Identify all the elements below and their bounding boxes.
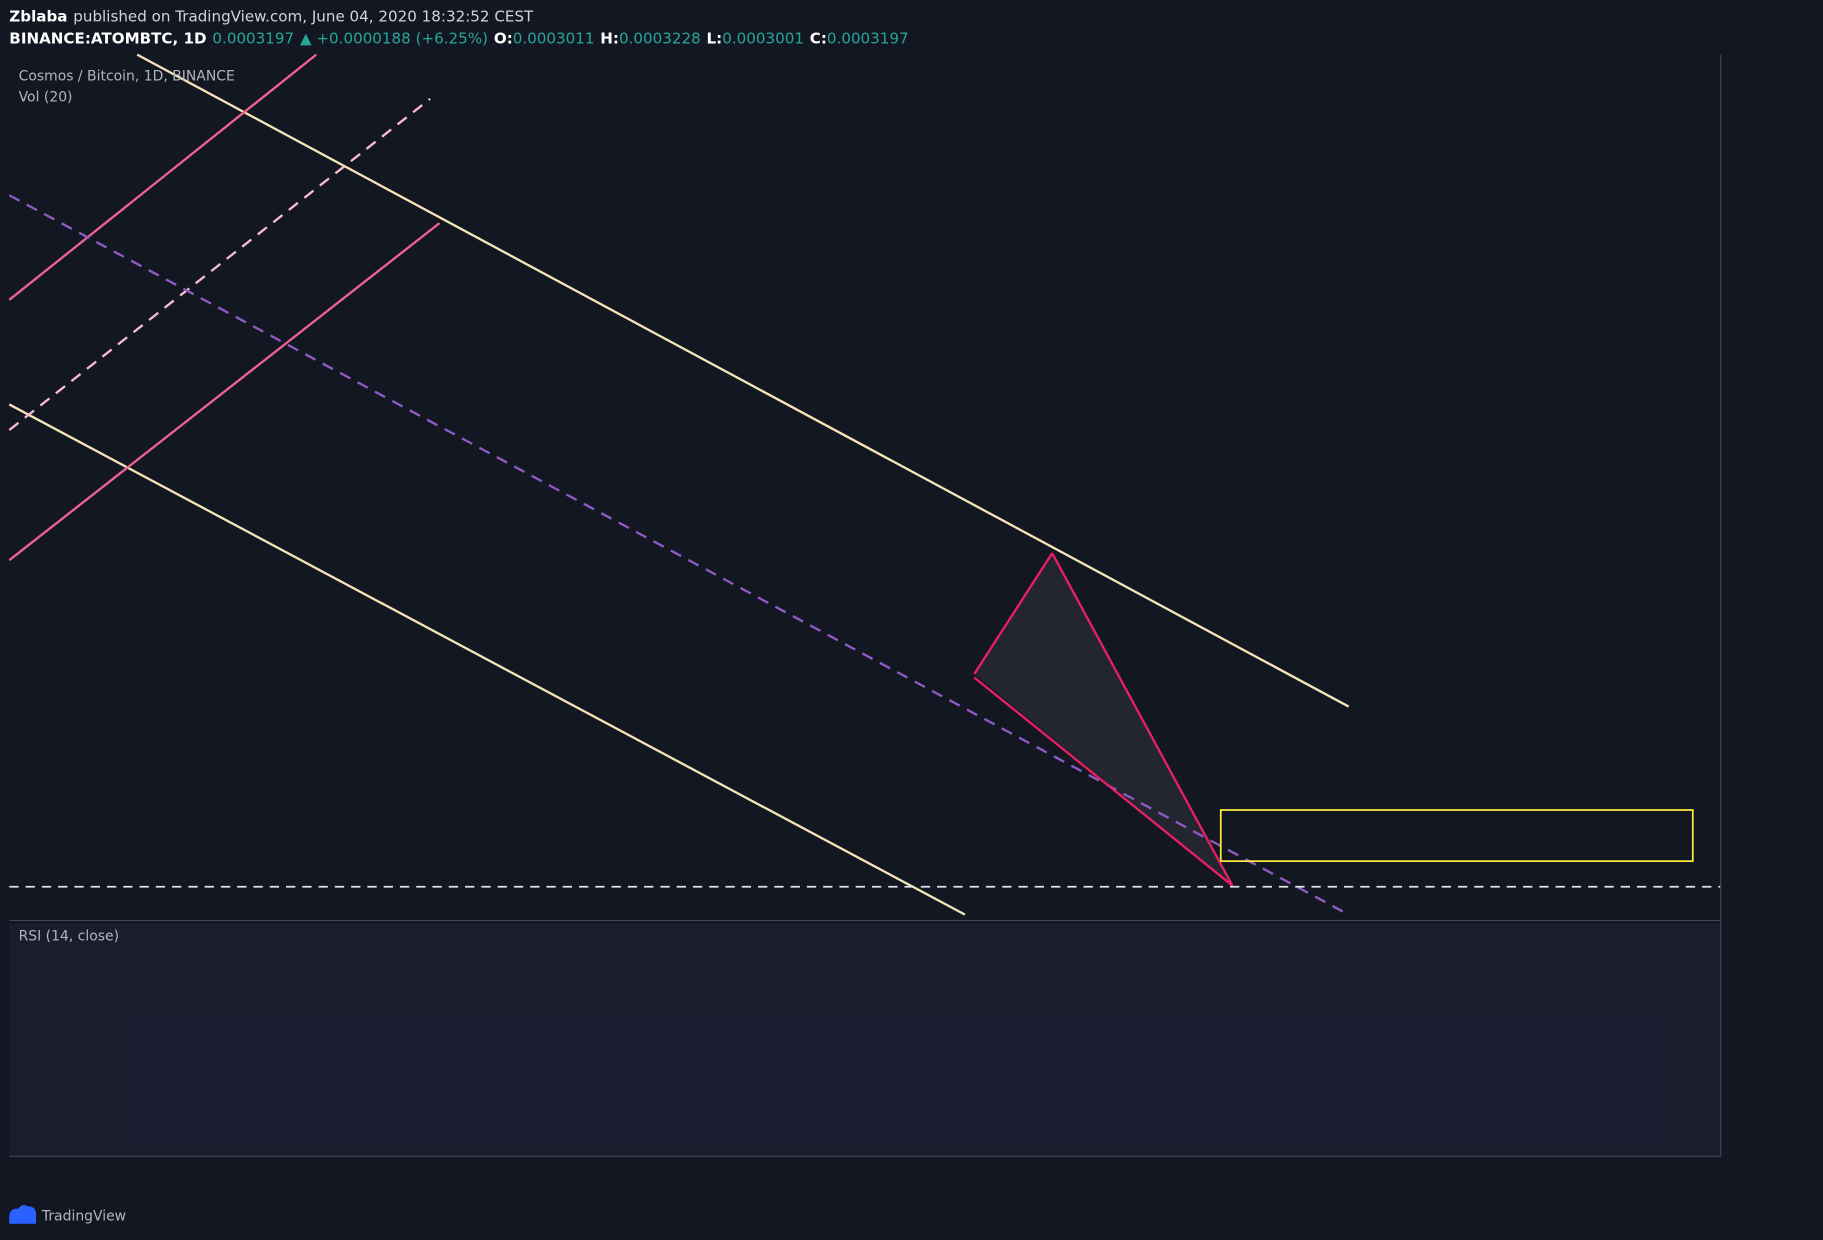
zone (1219, 809, 1694, 863)
symbol: BINANCE:ATOMBTC, 1D (9, 29, 206, 47)
header-line: Zblaba published on TradingView.com, June… (9, 7, 534, 25)
rsi-label: RSI (14, close) (19, 929, 119, 945)
ohlc-key: O: (494, 29, 513, 47)
wedge-a (973, 552, 1054, 675)
channel-upper (136, 53, 1350, 708)
ohlc-value: 0.0003197 (827, 29, 909, 47)
pink-upper (8, 53, 317, 301)
wedge-b (1051, 552, 1234, 887)
brand: TradingView (41, 1209, 126, 1225)
ohlc-value: 0.0003001 (722, 29, 804, 47)
chart-title: Cosmos / Bitcoin, 1D, BINANCE (19, 69, 235, 85)
ohlc-value: 0.0003228 (619, 29, 701, 47)
axes (9, 54, 1722, 1157)
purple-mid (8, 194, 1350, 916)
pink-lower (8, 222, 441, 562)
pink-mid (8, 97, 431, 431)
logo-mark (9, 1204, 37, 1224)
ohlc-key: C: (810, 29, 827, 47)
volume-label: Vol (20) (19, 90, 73, 106)
channel-lower (8, 403, 966, 916)
rsi-pane (9, 923, 1721, 1157)
ohlc-key: H: (600, 29, 619, 47)
wedge-c (973, 676, 1234, 887)
symbol-line: BINANCE:ATOMBTC, 1D 0.0003197 ▲ +0.0000188… (9, 29, 908, 47)
change: ▲ +0.0000188 (+6.25%) (300, 29, 488, 47)
ohlc-value: 0.0003011 (513, 29, 595, 47)
price: 0.0003197 (212, 29, 294, 47)
trend-lines (8, 53, 1721, 916)
author: Zblaba (9, 7, 67, 25)
logo: TradingView (9, 1204, 126, 1225)
published: published on TradingView.com, June 04, 2… (73, 7, 534, 25)
wedge-fill (974, 553, 1233, 886)
ohlc-key: L: (707, 29, 723, 47)
